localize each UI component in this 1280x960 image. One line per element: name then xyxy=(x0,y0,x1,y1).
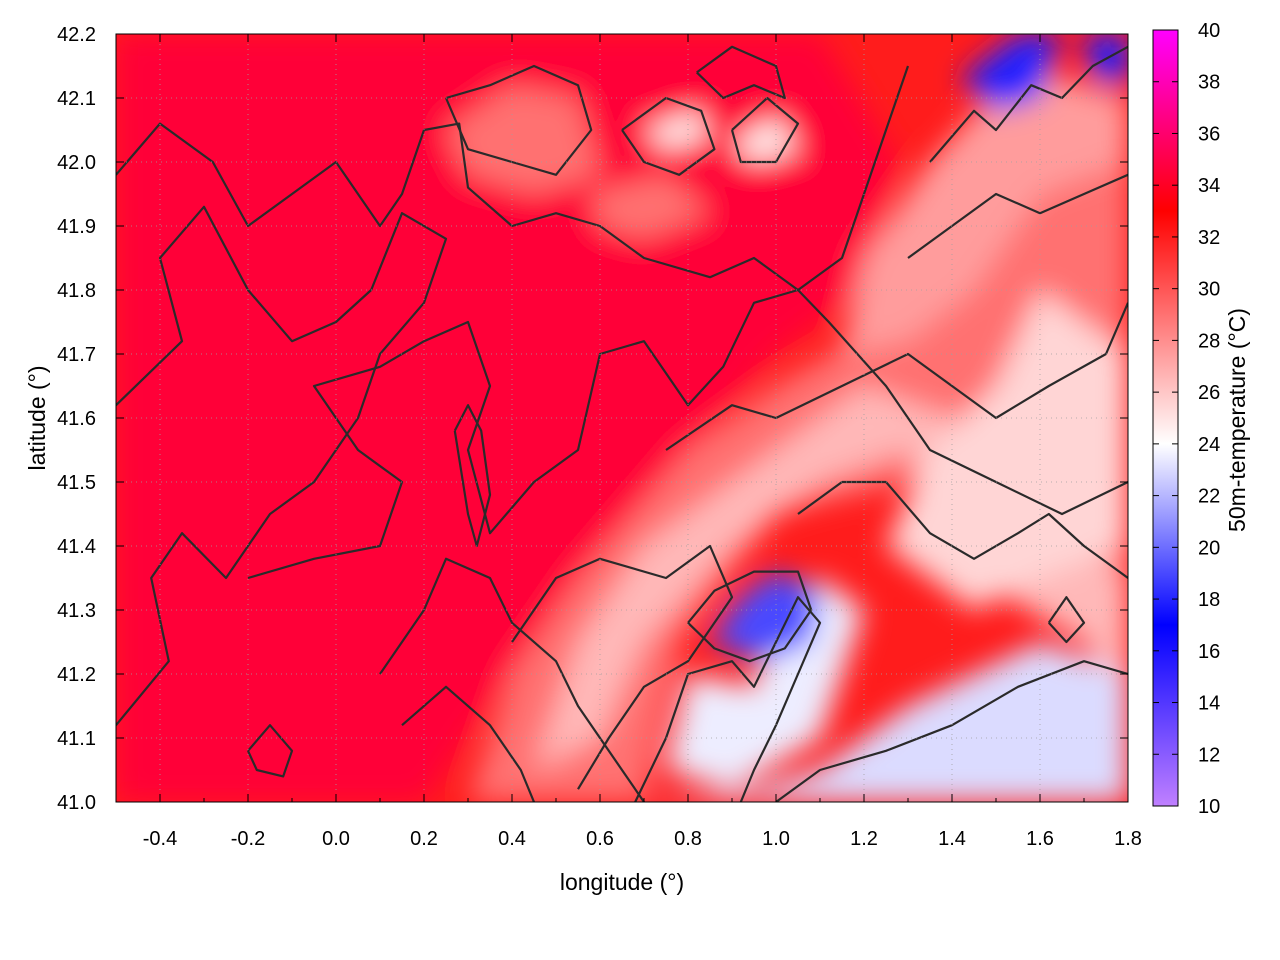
colorbar-gradient xyxy=(1152,29,1179,807)
colorbar-tick-label: 26 xyxy=(1198,382,1220,404)
colorbar-tick-label: 14 xyxy=(1198,693,1220,715)
colorbar-tick-label: 20 xyxy=(1198,537,1220,559)
contour-line xyxy=(696,45,786,100)
heatmap-region xyxy=(591,174,710,239)
contour-line xyxy=(775,660,1128,802)
contour-line xyxy=(379,557,645,802)
contour-line xyxy=(444,64,593,176)
colorbar-tick-label: 24 xyxy=(1198,434,1220,456)
y-tick-label: 41.8 xyxy=(57,280,96,302)
y-tick-label: 41.7 xyxy=(57,344,96,366)
contour-line xyxy=(511,544,734,790)
y-tick-label: 42.1 xyxy=(57,88,96,110)
x-tick-label: 0.4 xyxy=(498,828,526,850)
x-tick-label: 1.0 xyxy=(762,828,790,850)
heatmap-region xyxy=(644,110,710,150)
colorbar-tick-label: 34 xyxy=(1198,175,1220,197)
heatmap-region xyxy=(842,66,1128,354)
heatmap-region xyxy=(666,578,864,790)
heatmap-region xyxy=(960,34,1062,111)
contour-line xyxy=(929,45,1128,163)
colorbar-tick-label: 30 xyxy=(1198,279,1220,301)
colorbar-tick-label: 12 xyxy=(1198,744,1220,766)
contour-line xyxy=(907,173,1128,259)
x-axis-title: longitude (°) xyxy=(560,869,684,895)
contour-line xyxy=(1047,596,1086,644)
colorbar-tick-label: 16 xyxy=(1198,641,1220,663)
y-tick-label: 41.1 xyxy=(57,728,96,750)
contour-line xyxy=(453,404,492,548)
x-tick-label: 0.2 xyxy=(410,828,438,850)
plot-frame xyxy=(115,33,1129,803)
colorbar-title: 50m-temperature (°C) xyxy=(1224,308,1250,532)
y-tick-label: 41.0 xyxy=(57,792,96,814)
x-tick-label: 1.8 xyxy=(1114,828,1142,850)
x-tick-label: 0.0 xyxy=(322,828,350,850)
contour-line xyxy=(665,302,1128,451)
x-tick-label: 0.6 xyxy=(586,828,614,850)
colorbar-tick-label: 10 xyxy=(1198,796,1220,818)
x-tick-label: 0.8 xyxy=(674,828,702,850)
y-tick-label: 41.6 xyxy=(57,408,96,430)
y-tick-label: 41.4 xyxy=(57,536,96,558)
y-tick-label: 41.3 xyxy=(57,600,96,622)
y-tick-label: 41.2 xyxy=(57,664,96,686)
colorbar-tick-label: 32 xyxy=(1198,227,1220,249)
contour-line xyxy=(247,288,1128,580)
contour-line xyxy=(634,596,822,802)
contour-line xyxy=(730,96,800,164)
colorbar-tick-label: 36 xyxy=(1198,123,1220,145)
axis-ticks: -0.4 -0.2 0.0 0.2 0.4 0.6 0.8 1.0 1.2 1.4 1.6 1.8 41… xyxy=(57,24,1142,850)
x-tick-label: 1.2 xyxy=(850,828,878,850)
x-tick-label: 1.4 xyxy=(938,828,966,850)
y-tick-label: 41.5 xyxy=(57,472,96,494)
heatmap-region xyxy=(635,642,1128,802)
colorbar-ticks: 10 12 14 16 18 20 22 24 26 28 30 32 34 36 38 40 xyxy=(1153,20,1220,818)
y-tick-label: 42.2 xyxy=(57,24,96,46)
contour-line xyxy=(401,685,536,802)
x-tick-label: -0.2 xyxy=(231,828,265,850)
y-tick-label: 41.9 xyxy=(57,216,96,238)
colorbar: 10 12 14 16 18 20 22 24 26 28 30 32 34 36 38 40 xyxy=(1152,20,1220,818)
colorbar-tick-label: 18 xyxy=(1198,589,1220,611)
colorbar-tick-label: 40 xyxy=(1198,20,1220,42)
grid-lines xyxy=(116,34,1128,802)
y-tick-label: 42.0 xyxy=(57,152,96,174)
colorbar-tick-label: 38 xyxy=(1198,72,1220,94)
contour-line xyxy=(247,724,294,778)
y-axis-title: latitude (°) xyxy=(24,365,50,470)
colorbar-tick-label: 28 xyxy=(1198,330,1220,352)
contour-lines xyxy=(116,45,1128,802)
x-tick-label: -0.4 xyxy=(143,828,177,850)
contour-line xyxy=(116,65,910,292)
contour-line xyxy=(116,205,448,726)
colorbar-tick-label: 22 xyxy=(1198,486,1220,508)
x-tick-label: 1.6 xyxy=(1026,828,1054,850)
